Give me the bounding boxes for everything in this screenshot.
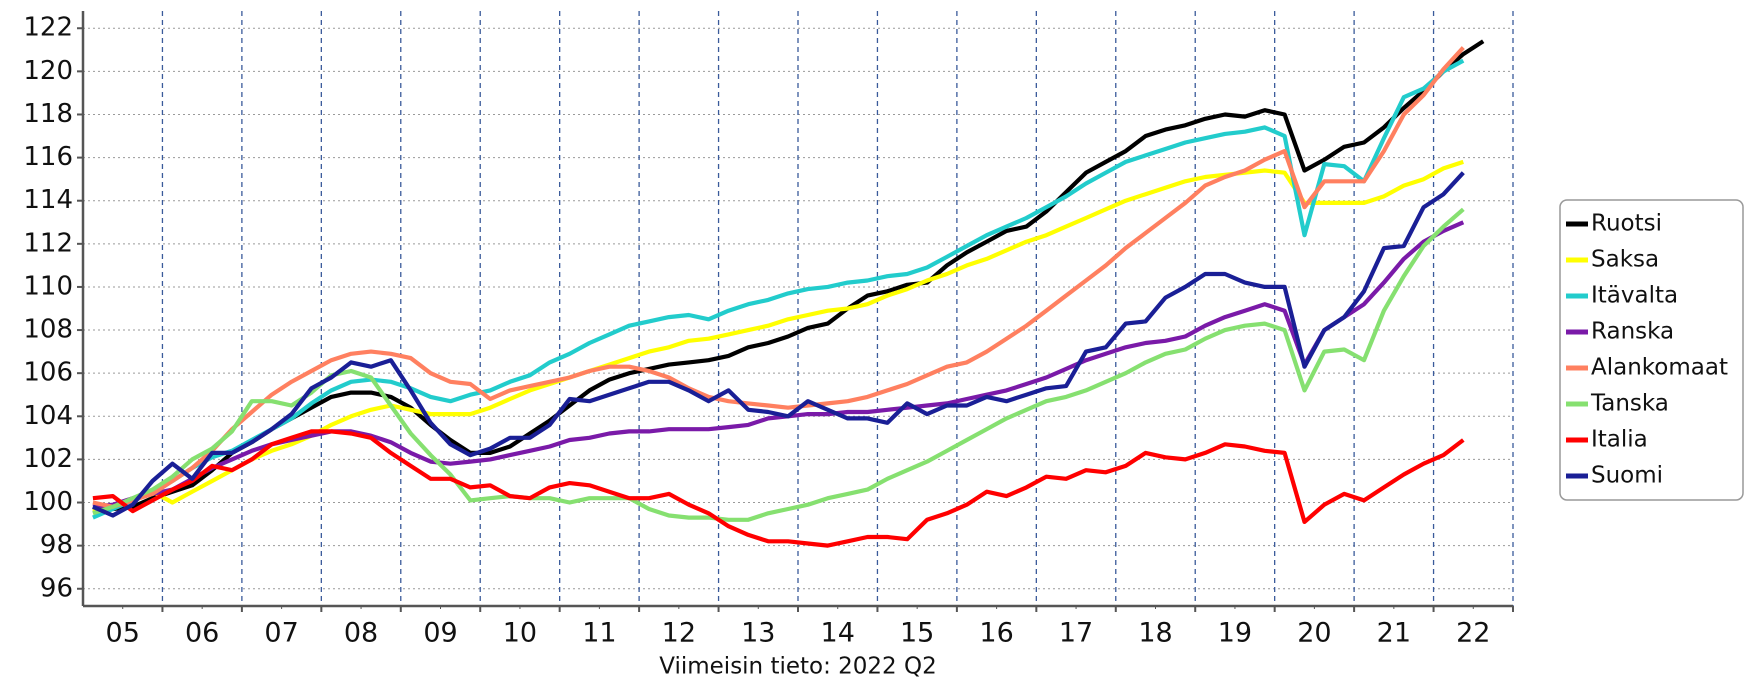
subtitle: Viimeisin tieto: 2022 Q2 [659, 654, 937, 680]
y-tick-label: 98 [40, 530, 73, 560]
y-tick-label: 102 [23, 444, 73, 474]
x-tick-label: 22 [1456, 618, 1490, 649]
x-tick-label: 14 [821, 618, 855, 649]
y-tick-label: 118 [23, 99, 73, 129]
y-tick-label: 104 [23, 401, 73, 431]
y-tick-label: 114 [23, 185, 73, 215]
legend-label: Saksa [1591, 247, 1659, 273]
y-tick-label: 108 [23, 315, 73, 345]
x-tick-label: 07 [264, 618, 298, 649]
legend-label: Itävalta [1591, 283, 1678, 309]
legend-label: Italia [1591, 427, 1648, 453]
x-tick-label: 13 [741, 618, 775, 649]
legend-label: Suomi [1591, 463, 1663, 489]
x-tick-label: 08 [344, 618, 378, 649]
y-tick-label: 122 [23, 13, 73, 43]
series-line [92, 207, 1465, 522]
series-line [92, 46, 1465, 509]
legend-label: Ruotsi [1591, 211, 1662, 237]
series-line [92, 171, 1465, 518]
legend-label: Alankomaat [1591, 355, 1728, 381]
x-tick-label: 15 [900, 618, 934, 649]
legend-box [1559, 199, 1744, 501]
x-tick-label: 21 [1377, 618, 1411, 649]
x-tick-label: 05 [106, 618, 140, 649]
y-tick-label: 106 [23, 358, 73, 388]
legend-label: Ranska [1591, 319, 1674, 345]
x-tick-label: 10 [503, 618, 537, 649]
x-tick-label: 19 [1218, 618, 1252, 649]
series-line [92, 429, 1465, 548]
series-line [92, 58, 1465, 520]
x-tick-label: 20 [1297, 618, 1331, 649]
x-tick-label: 11 [582, 618, 616, 649]
x-tick-label: 16 [979, 618, 1013, 649]
series-line [92, 159, 1464, 514]
x-tick-label: 17 [1059, 618, 1093, 649]
y-tick-label: 100 [23, 487, 73, 517]
y-tick-label: 96 [40, 573, 73, 603]
y-tick-label: 110 [23, 271, 73, 301]
x-tick-label: 18 [1138, 618, 1172, 649]
x-tick-label: 12 [662, 618, 696, 649]
series-line [92, 39, 1485, 512]
x-tick-label: 06 [185, 618, 219, 649]
series-line [92, 220, 1465, 509]
y-tick-label: 120 [23, 56, 73, 86]
x-tick-label: 09 [423, 618, 457, 649]
y-tick-label: 116 [23, 142, 73, 172]
legend-label: Tanska [1590, 391, 1669, 417]
y-tick-label: 112 [23, 228, 73, 258]
